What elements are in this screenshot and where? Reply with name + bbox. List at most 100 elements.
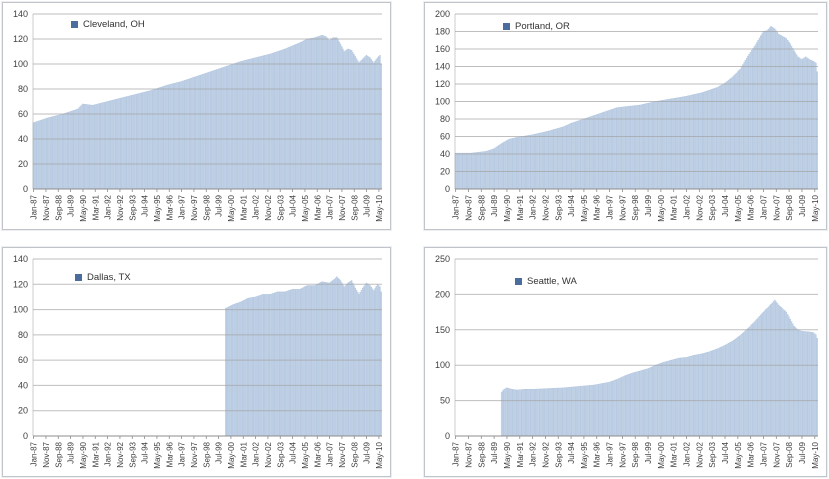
bar — [511, 389, 513, 437]
bar — [724, 345, 726, 437]
bar — [199, 75, 201, 190]
bar — [781, 36, 784, 190]
bar — [643, 103, 645, 190]
bar — [554, 128, 557, 190]
bar — [257, 295, 259, 437]
bar — [62, 113, 64, 190]
bar — [196, 75, 199, 190]
legend-label: Dallas, TX — [87, 272, 131, 283]
x-tick-label: Jul-89 — [67, 194, 76, 216]
bar — [599, 113, 602, 190]
bar — [533, 388, 535, 437]
bar — [540, 388, 543, 437]
bar — [742, 64, 744, 190]
bar — [544, 388, 546, 437]
bar — [685, 357, 688, 437]
bar — [78, 107, 80, 190]
bar — [758, 37, 761, 190]
bar — [369, 57, 371, 190]
x-tick-label: Mar-96 — [593, 194, 602, 220]
legend-label: Seattle, WA — [527, 276, 577, 287]
bar — [566, 387, 568, 437]
bar — [283, 291, 285, 437]
y-tick-label: 100 — [13, 59, 28, 69]
bar — [626, 374, 629, 437]
bar — [170, 83, 173, 190]
x-tick-label: Nov-07 — [772, 194, 781, 220]
bar — [305, 285, 307, 437]
bar — [140, 92, 142, 190]
bar — [694, 93, 697, 190]
bar — [368, 56, 370, 190]
bar — [269, 294, 271, 437]
bar — [265, 294, 268, 437]
bar — [703, 91, 705, 190]
bar — [526, 135, 528, 190]
bar — [73, 110, 75, 190]
bar — [264, 294, 266, 437]
bar — [317, 36, 319, 190]
bar — [702, 92, 704, 190]
bar — [238, 61, 241, 190]
bar — [579, 120, 581, 190]
bar — [328, 40, 331, 190]
bar — [772, 27, 775, 190]
bar — [765, 309, 767, 437]
bar — [279, 50, 281, 190]
x-tick-label: May-90 — [503, 441, 512, 468]
bar — [719, 347, 721, 437]
bar — [284, 48, 286, 190]
bar — [121, 97, 123, 190]
bar — [524, 389, 526, 437]
bar — [316, 36, 318, 190]
x-tick-label: Mar-01 — [239, 194, 248, 220]
bar — [786, 40, 789, 190]
bar — [325, 282, 327, 437]
bar — [661, 362, 663, 437]
y-tick-label: 120 — [435, 79, 450, 89]
bar — [684, 357, 686, 437]
bar — [804, 331, 807, 437]
bar — [77, 108, 79, 190]
bar — [360, 60, 363, 190]
bar — [688, 95, 690, 190]
bar — [779, 305, 781, 437]
bar — [667, 360, 670, 437]
bar — [311, 285, 313, 437]
x-tick-label: Nov-97 — [190, 194, 199, 220]
bar — [374, 60, 376, 190]
bar — [653, 101, 655, 190]
chart-canvas-portland: 0 20 40 60 80 100 120 140 160 180 200 Jan-87 Nov-87 S… — [435, 9, 820, 222]
bar — [751, 50, 753, 190]
bar — [283, 49, 285, 190]
bar — [370, 59, 373, 190]
bar — [527, 135, 530, 190]
bar — [545, 131, 548, 190]
bar — [299, 42, 301, 190]
bar — [611, 381, 613, 437]
bar — [163, 85, 165, 190]
bar — [200, 74, 202, 190]
bar — [522, 136, 525, 190]
bar — [652, 101, 654, 190]
bar — [138, 93, 141, 190]
bar — [204, 73, 206, 190]
bar — [141, 92, 143, 190]
bar — [252, 58, 254, 190]
bar — [474, 152, 476, 190]
bar — [95, 104, 97, 190]
bar — [278, 291, 280, 437]
bar — [481, 151, 484, 190]
bar — [642, 369, 644, 437]
bar — [253, 57, 255, 190]
bar — [788, 316, 790, 437]
bar — [690, 94, 693, 190]
bar — [726, 80, 729, 190]
bar — [285, 48, 287, 190]
bar — [225, 308, 227, 437]
bar — [180, 81, 183, 190]
bar — [698, 354, 700, 437]
bar — [89, 104, 91, 190]
bar — [562, 387, 564, 437]
